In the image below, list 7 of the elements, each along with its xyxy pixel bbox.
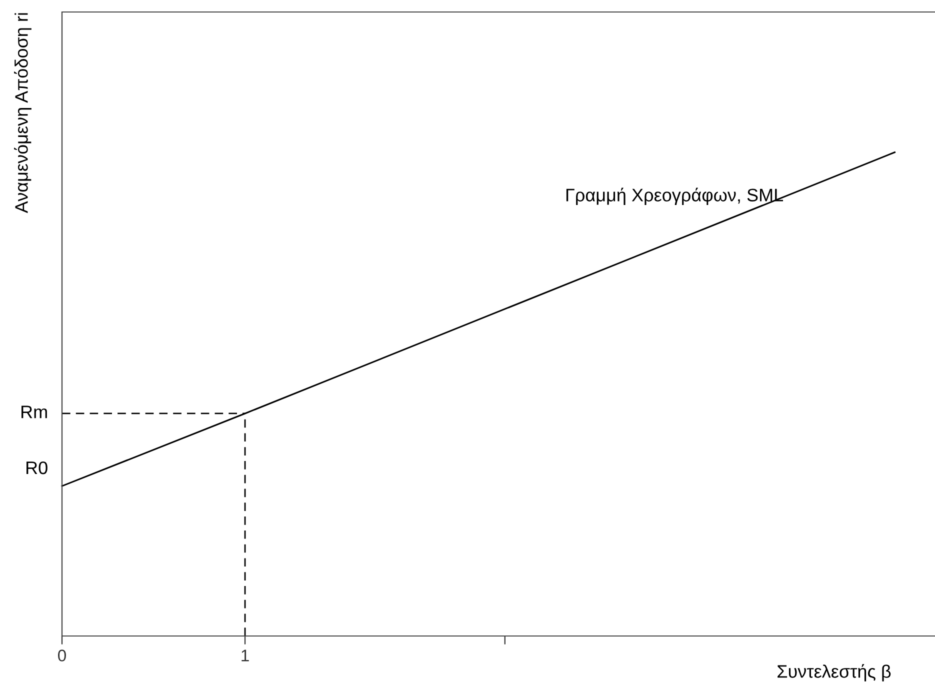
- x-axis-title: Συντελεστής β: [778, 664, 891, 682]
- series-label: Γραμμή Χρεογράφων, SML: [566, 188, 784, 206]
- x-tick-label: 0: [58, 650, 66, 662]
- ref-line-label: Rm: [22, 406, 47, 418]
- x-tick-label: 1: [242, 650, 249, 662]
- annotation: R0: [26, 461, 48, 474]
- y-axis-title: Αναμενόμενη Απόδοση ri: [14, 13, 32, 214]
